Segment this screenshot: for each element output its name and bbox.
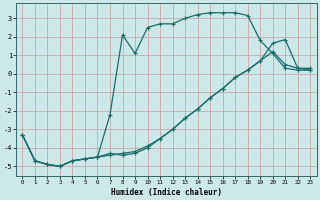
X-axis label: Humidex (Indice chaleur): Humidex (Indice chaleur) [111, 188, 222, 197]
